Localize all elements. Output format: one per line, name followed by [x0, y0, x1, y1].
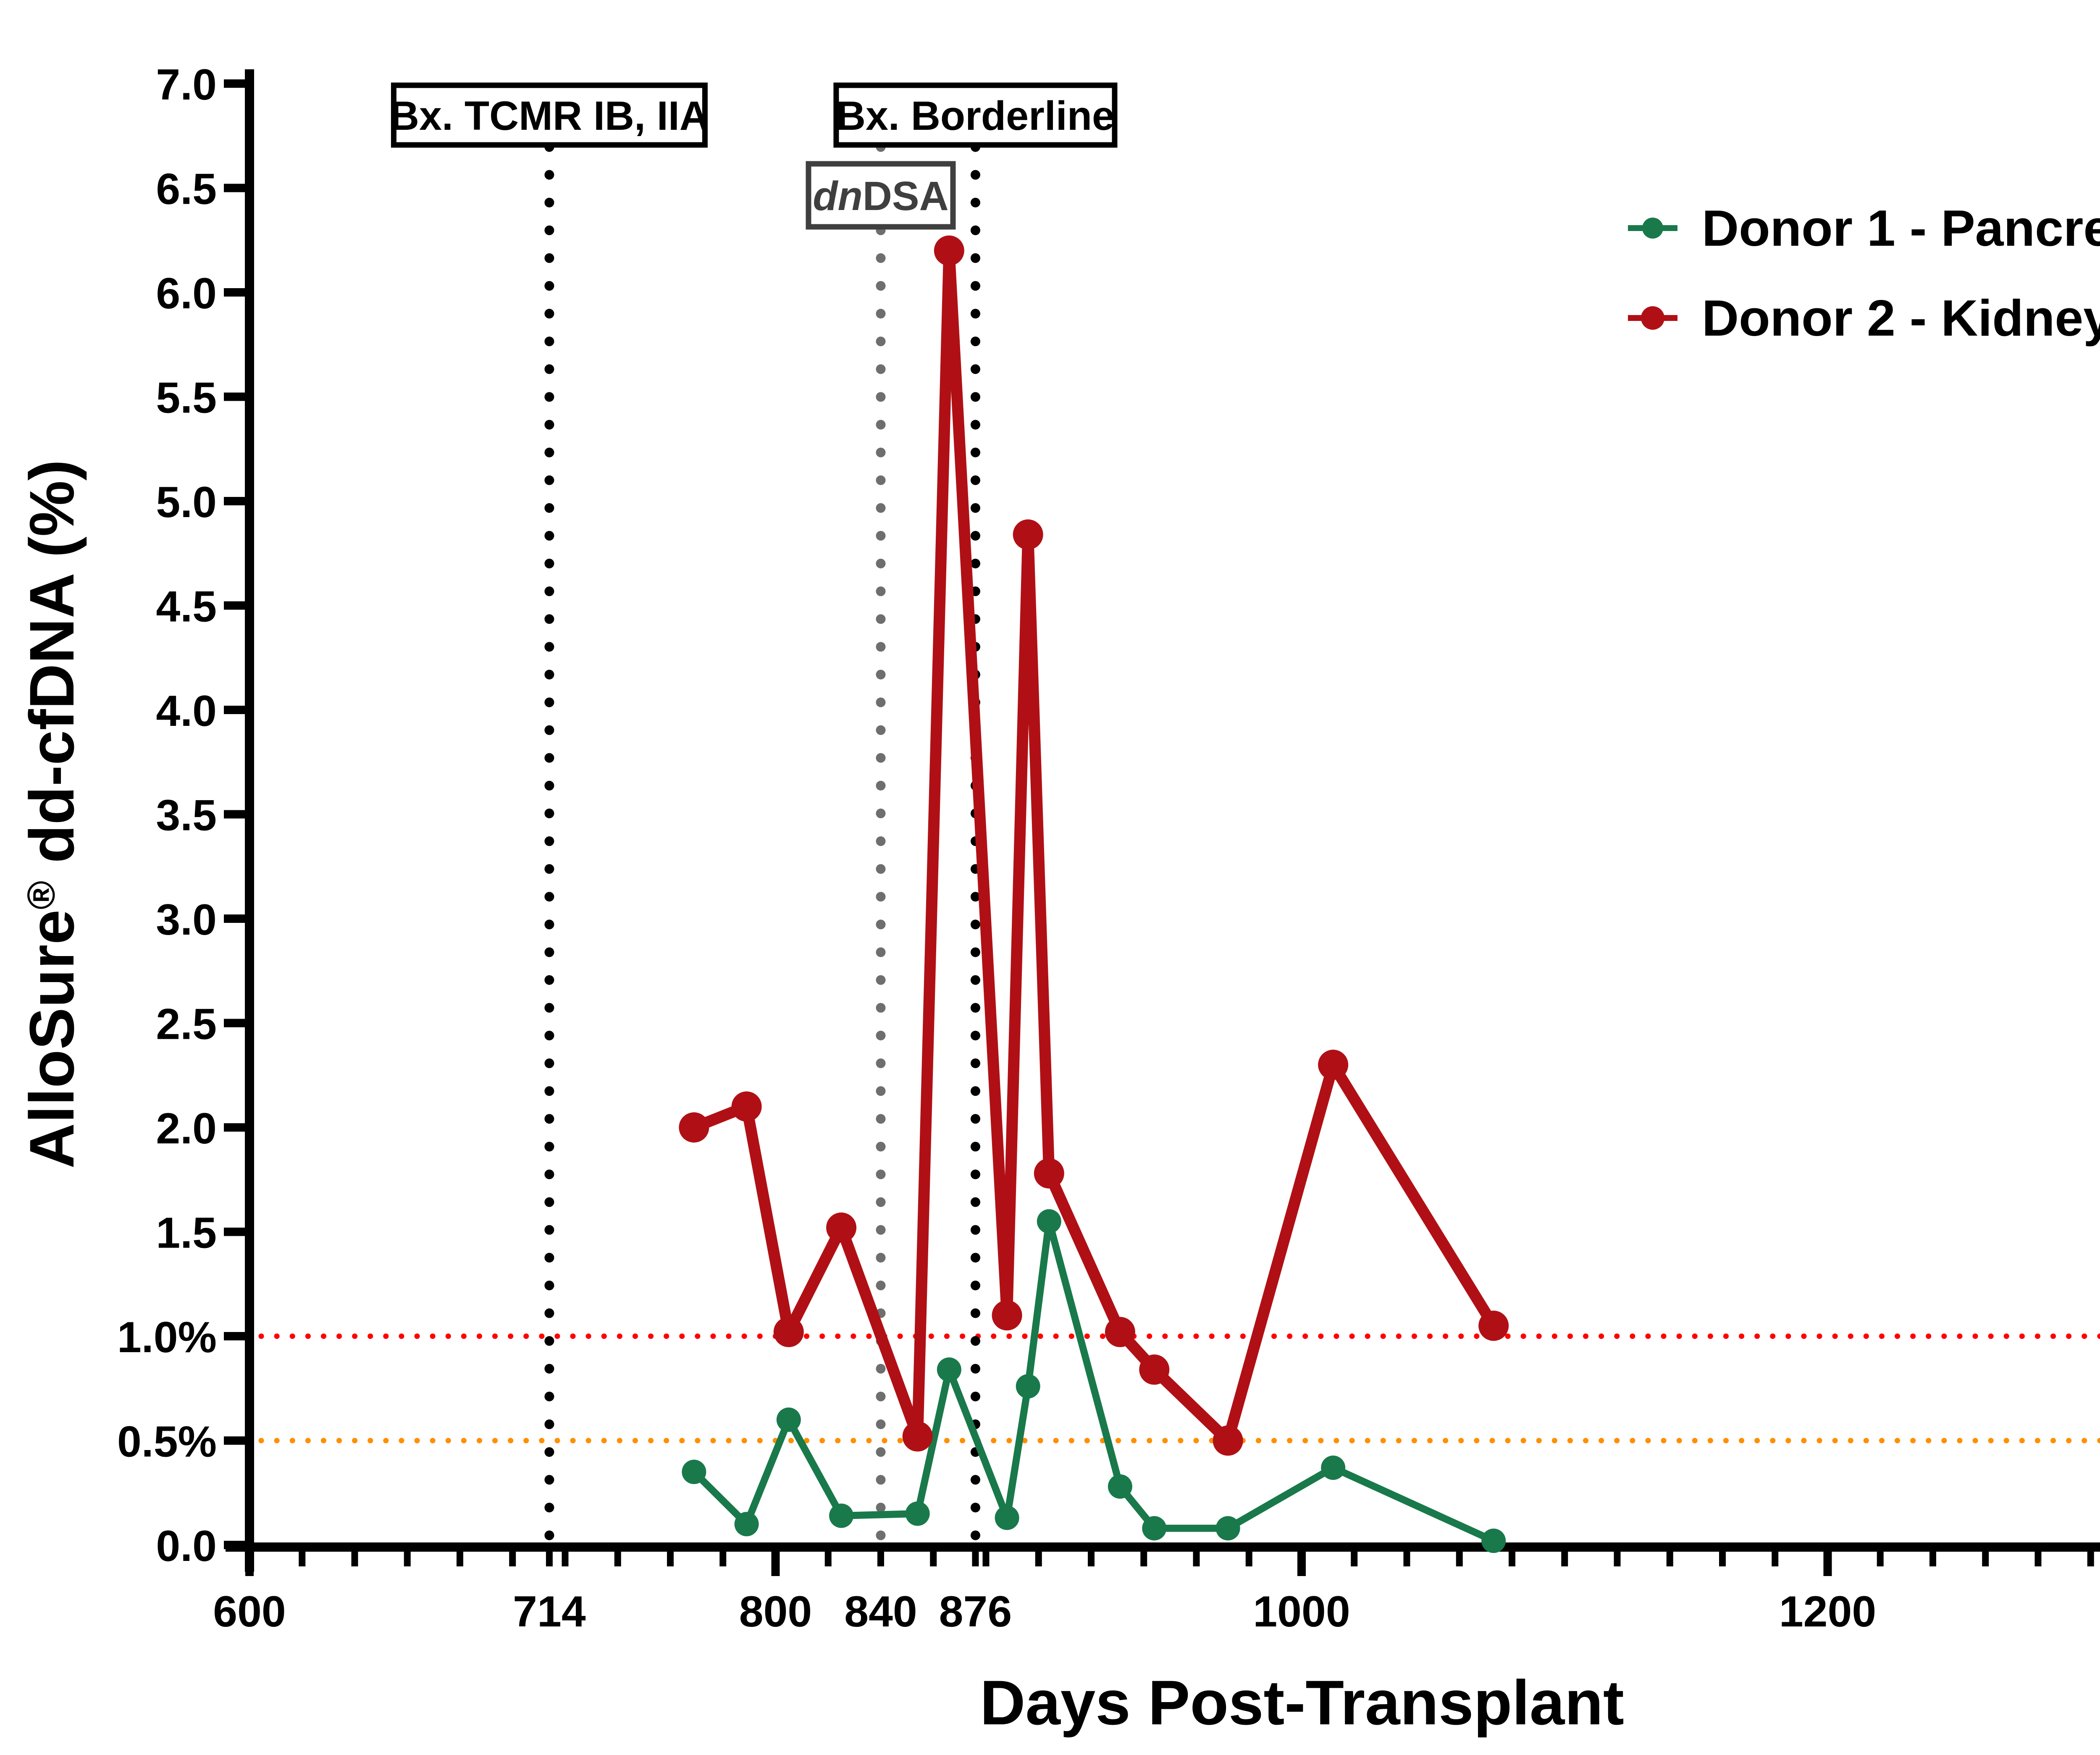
series-2-point	[992, 1300, 1022, 1331]
legend-marker-dot	[1642, 218, 1663, 239]
x-axis-title: Days Post-Transplant	[980, 1667, 1624, 1738]
x-tick-label: 600	[213, 1587, 286, 1636]
y-tick-label: 3.5	[156, 791, 217, 840]
event-label-box	[833, 82, 1118, 148]
y-tick-label: 2.5	[156, 1000, 217, 1049]
event-label: Bx. TCMR IB, IIA	[390, 93, 709, 139]
series-1-point	[1215, 1516, 1240, 1541]
y-tick-label: 0.5%	[117, 1418, 217, 1466]
series-2-point	[679, 1112, 709, 1143]
event-label-box	[391, 82, 708, 148]
y-tick-label: 5.5	[156, 374, 217, 423]
y-tick-label: 5.0	[156, 478, 217, 527]
y-tick-label: 6.0	[156, 269, 217, 318]
x-tick-label: 876	[939, 1587, 1012, 1636]
series-line-2	[688, 245, 1499, 1446]
legend-marker-dot	[1641, 306, 1664, 330]
y-tick-label: 1.0%	[117, 1313, 217, 1362]
series-1-point	[776, 1407, 801, 1432]
series-2-point	[1013, 519, 1043, 550]
series-1-point	[1321, 1455, 1346, 1480]
series-2-point	[773, 1317, 804, 1348]
series-1-point	[1142, 1516, 1167, 1541]
event-label: dnDSA	[813, 173, 948, 219]
x-tick-label: 1000	[1253, 1587, 1350, 1636]
legend-label: Donor 2 - Kidney	[1702, 289, 2100, 347]
y-tick-label: 4.0	[156, 687, 217, 736]
series-1-point	[1108, 1474, 1132, 1499]
series-1-point	[1037, 1209, 1061, 1234]
series-2-point	[1318, 1049, 1349, 1080]
event-label-box	[806, 161, 956, 230]
y-tick-label: 4.5	[156, 583, 217, 631]
event-label: Bx. Borderline	[836, 93, 1115, 139]
series-2-point	[902, 1421, 933, 1452]
y-tick-label: 3.0	[156, 896, 217, 944]
series-2-point	[934, 235, 964, 266]
series-2-point	[1139, 1354, 1170, 1385]
x-tick-label: 714	[513, 1587, 586, 1636]
series-2-point	[731, 1091, 762, 1122]
y-tick-label: 0.0	[156, 1522, 217, 1571]
y-axis-title: AlloSure® dd-cfDNA (%)	[16, 460, 87, 1169]
series-line-1	[690, 1218, 1497, 1545]
x-tick-label: 840	[844, 1587, 917, 1636]
series-1-point	[905, 1501, 930, 1526]
series-2-point	[1478, 1311, 1509, 1341]
series-1-point	[1481, 1529, 1506, 1553]
y-tick-label: 1.5	[156, 1209, 217, 1258]
series-2-point	[826, 1212, 857, 1243]
y-tick-label: 6.5	[156, 165, 217, 214]
x-tick-label: 1200	[1779, 1587, 1876, 1636]
series-2-point	[1213, 1425, 1243, 1456]
x-tick-label: 800	[739, 1587, 812, 1636]
y-tick-label: 2.0	[156, 1104, 217, 1153]
legend-label: Donor 1 - Pancreas	[1702, 200, 2100, 257]
series-1-point	[734, 1512, 759, 1537]
series-2-point	[1105, 1317, 1135, 1348]
series-1-point	[937, 1357, 961, 1382]
series-2-point	[1034, 1158, 1064, 1189]
series-1-point	[682, 1460, 706, 1484]
series-1-point	[829, 1503, 854, 1528]
y-tick-label: 7.0	[156, 60, 217, 109]
series-1-point	[995, 1505, 1019, 1530]
series-1-point	[1016, 1374, 1040, 1399]
